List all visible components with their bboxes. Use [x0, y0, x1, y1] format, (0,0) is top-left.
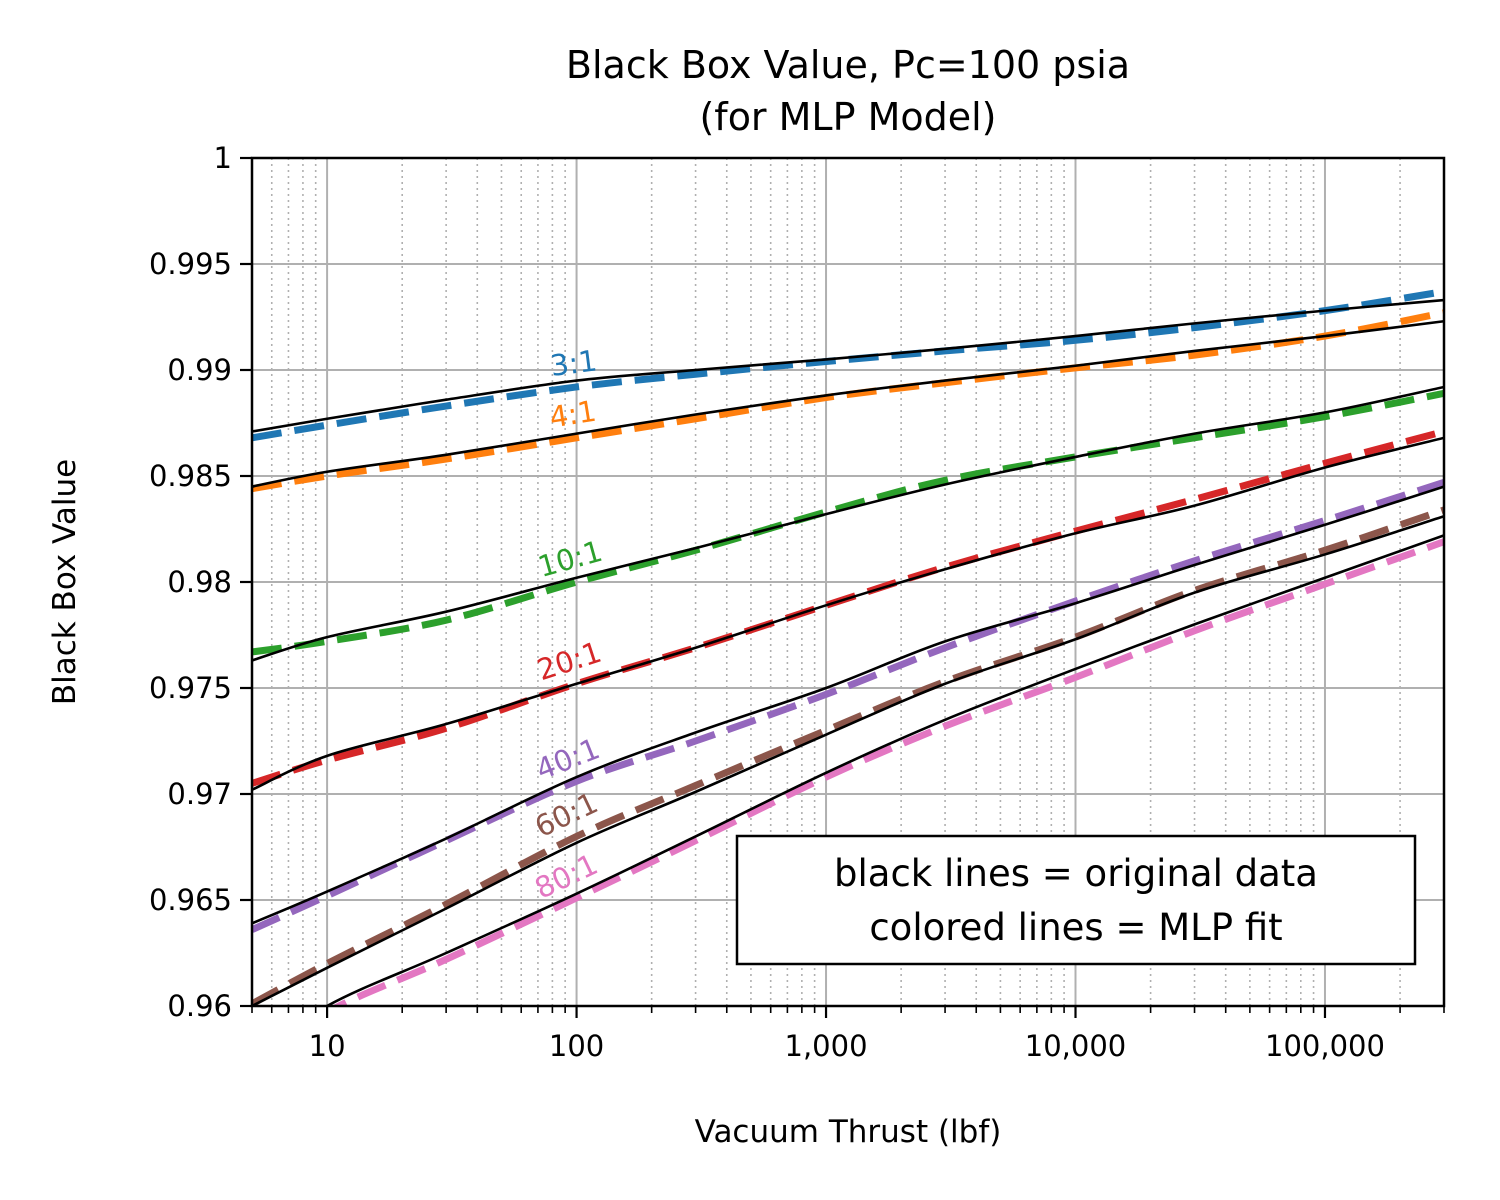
original-line-60-1 [252, 515, 1444, 1006]
y-tick-label: 0.97 [167, 777, 232, 811]
original-line-20-1 [252, 436, 1444, 791]
fit-line-40-1 [252, 479, 1444, 933]
legend-line-original: black lines = original data [834, 852, 1318, 895]
x-axis-label: Vacuum Thrust (lbf) [695, 1114, 1002, 1150]
series-layer [252, 288, 1444, 1006]
y-tick-label: 0.96 [167, 989, 232, 1023]
fit-line-3-1 [252, 288, 1444, 442]
fit-line-60-1 [252, 506, 1444, 1006]
x-tick-label: 10 [309, 1029, 346, 1063]
x-tick-label: 100 [549, 1029, 604, 1063]
original-line-3-1 [252, 298, 1444, 433]
fit-line-80-1 [331, 538, 1444, 1006]
fit-line-10-1 [252, 389, 1444, 656]
original-line-4-1 [252, 319, 1444, 488]
x-tick-label: 1,000 [785, 1029, 868, 1063]
series-label-4-1: 4:1 [547, 394, 599, 435]
y-tick-label: 0.975 [149, 671, 232, 705]
original-line-10-1 [252, 385, 1444, 662]
y-tick-label: 0.98 [167, 565, 232, 599]
original-line-40-1 [252, 485, 1444, 925]
x-axis-ticks: 10 100 1,000 10,000 100,000 [251, 1006, 1445, 1063]
chart-title: Black Box Value, Pc=100 psia [566, 43, 1130, 87]
legend: black lines = original data colored line… [735, 834, 1417, 966]
y-tick-label: 0.965 [149, 883, 232, 917]
series-labels: 3:14:110:120:140:160:180:1 [530, 343, 607, 905]
y-tick-label: 0.99 [167, 353, 232, 387]
chart-subtitle: (for MLP Model) [699, 95, 996, 139]
y-tick-label: 0.995 [149, 247, 232, 281]
original-line-80-1 [324, 534, 1444, 1006]
y-tick-label: 0.985 [149, 459, 232, 493]
y-axis-label: Black Box Value [47, 459, 83, 705]
legend-line-fit: colored lines = MLP fit [869, 906, 1282, 949]
series-label-3-1: 3:1 [548, 343, 599, 383]
fit-line-4-1 [252, 309, 1444, 493]
y-tick-label: 1 [214, 141, 232, 175]
y-axis-ticks: 0.96 0.965 0.97 0.975 0.98 0.985 0.99 0.995 1 [149, 141, 252, 1023]
x-tick-label: 10,000 [1025, 1029, 1126, 1063]
x-tick-label: 100,000 [1265, 1029, 1385, 1063]
legend-box [735, 834, 1417, 966]
